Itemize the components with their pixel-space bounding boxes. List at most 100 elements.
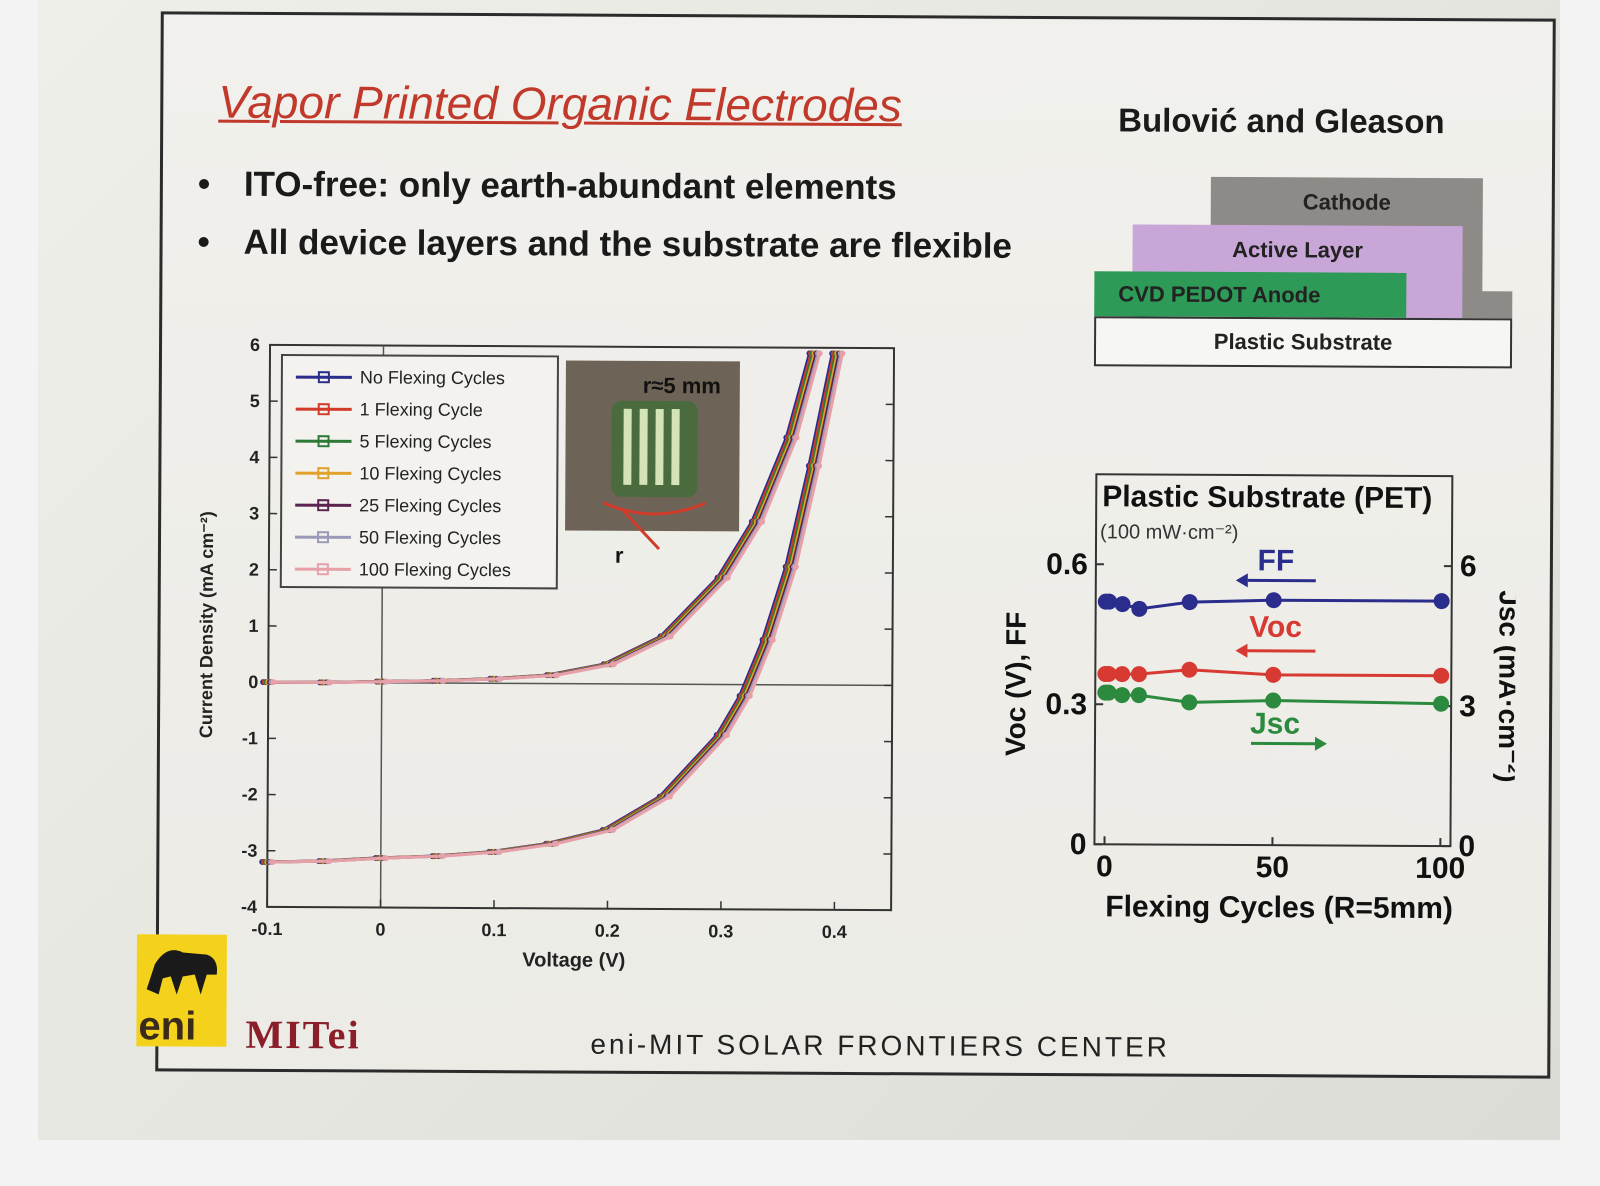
flex-series-label: FF (1258, 544, 1295, 577)
flex-series-label: Voc (1249, 611, 1302, 644)
bullet-item: • ITO-free: only earth-abundant elements (198, 165, 897, 209)
flex-point-ff (1265, 592, 1282, 609)
bullet-item: • All device layers and the substrate are… (197, 223, 1012, 267)
legend-entry-label: 100 Flexing Cycles (359, 559, 511, 580)
jv-ylabel: Current Density (mA cm⁻²) (196, 511, 217, 738)
eni-logo (136, 934, 227, 1047)
layer-label: Active Layer (1232, 236, 1364, 263)
jv-ytick-label: -3 (241, 841, 257, 861)
layer-label: Cathode (1302, 189, 1391, 215)
jv-point (746, 692, 753, 699)
jv-legend-box (279, 353, 559, 590)
jv-ytick-label: 1 (249, 616, 259, 636)
legend-marker (317, 371, 330, 384)
flex-point-ff (1433, 593, 1450, 610)
jv-point (666, 793, 673, 800)
jv-point (269, 858, 276, 865)
footer-text: eni-MIT SOLAR FRONTIERS CENTER (590, 1028, 1171, 1063)
six-legged-dog-icon (146, 950, 218, 995)
photo-background: Vapor Printed Organic Electrodes Bulović… (38, 0, 1560, 1140)
authors: Bulović and Gleason (1118, 101, 1445, 141)
jv-xtick-label: 0 (375, 919, 385, 939)
bullet-dot-icon: • (197, 164, 211, 204)
jv-curve-dark (273, 353, 822, 684)
jv-ytick-label: 4 (249, 447, 259, 467)
jv-point (554, 672, 561, 679)
flex-subtitle: (100 mW·cm⁻²) (1100, 521, 1238, 544)
bullet-dot-icon: • (197, 222, 210, 262)
jv-point (816, 462, 823, 469)
flex-point-ff (1101, 593, 1118, 610)
bullet-text: ITO-free: only earth-abundant elements (243, 164, 897, 208)
legend-entry-label: 50 Flexing Cycles (359, 527, 501, 548)
inset-radius-label: r (615, 543, 624, 568)
jv-point (553, 840, 560, 847)
flex-xtick-label: 0 (1096, 850, 1113, 883)
jv-point (724, 574, 731, 581)
jv-ytick-label: 5 (250, 391, 260, 411)
layer-anode: CVD PEDOT Anode (1094, 271, 1407, 318)
jv-ytick-label: 2 (249, 560, 259, 580)
jv-point (759, 518, 766, 525)
bullet-text: All device layers and the substrate are … (243, 222, 1013, 266)
flex-point-voc (1130, 666, 1147, 683)
arrowhead-left-icon (1235, 643, 1248, 658)
jv-point (270, 679, 277, 686)
flex-point-voc (1433, 667, 1450, 684)
legend-entry-label: 5 Flexing Cycles (359, 431, 491, 452)
flex-y2tick-label: 6 (1460, 550, 1477, 583)
legend-entry-label: 1 Flexing Cycle (360, 399, 483, 420)
jv-point (793, 434, 800, 441)
flex-y2tick-label: 3 (1459, 690, 1476, 723)
legend-marker (316, 563, 329, 576)
legend-entry-label: No Flexing Cycles (360, 367, 505, 388)
legend-entry-label: 10 Flexing Cycles (359, 463, 501, 484)
jv-point (610, 661, 617, 668)
jv-curves (259, 350, 846, 865)
flex-ytick-label: 0.3 (1045, 688, 1087, 721)
flex-ytick-label: 0 (1070, 828, 1087, 861)
flex-point-jsc (1181, 694, 1198, 711)
flex-point-ff (1181, 594, 1198, 611)
jv-ticks: -0.1 0 0.1 0.2 0.3 0.4 -4 -3 -2 -1 0 1 2 3 4 5 6 (241, 335, 895, 942)
layer-substrate: Plastic Substrate (1093, 316, 1513, 369)
jv-point (769, 636, 776, 643)
flex-point-jsc (1100, 684, 1117, 701)
slide: Vapor Printed Organic Electrodes Bulović… (136, 11, 1556, 1079)
flex-point-voc (1100, 665, 1117, 682)
jv-ytick-label: -1 (242, 728, 258, 748)
flex-ytick-label: 0.6 (1046, 548, 1088, 581)
jv-xtick-label: -0.1 (251, 919, 282, 939)
jv-ytick-label: 6 (250, 335, 260, 355)
inset-photo: r≈5 mm r (565, 360, 740, 568)
flex-point-voc (1114, 666, 1131, 683)
flex-ylabel: Voc (V), FF (1000, 612, 1032, 756)
legend-entry-label: 25 Flexing Cycles (359, 495, 501, 516)
jv-point (382, 855, 389, 862)
jv-ytick-label: -2 (242, 784, 258, 804)
flex-y2tick-label: 0 (1458, 830, 1475, 863)
jv-point (497, 675, 504, 682)
jv-ytick-label: -4 (241, 897, 257, 917)
flex-series: FF Voc Jsc (1097, 544, 1450, 751)
flex-xtick-label: 50 (1256, 851, 1290, 884)
jv-point (383, 678, 390, 685)
flex-point-jsc (1130, 687, 1147, 704)
legend-marker (317, 403, 330, 416)
mitei-logo: MITei (245, 1011, 361, 1058)
slide-title: Vapor Printed Organic Electrodes (218, 75, 902, 132)
jv-point (440, 677, 447, 684)
jv-ytick-label: 3 (249, 503, 259, 523)
jv-xtick-label: 0.1 (481, 920, 506, 940)
legend-marker (317, 467, 330, 480)
legend-marker (317, 499, 330, 512)
jv-point (667, 633, 674, 640)
jv-legend: No Flexing Cycles 1 Flexing Cycle 5 Flexin… (294, 367, 511, 580)
eni-logo-text: eni (138, 1004, 197, 1049)
flex-point-voc (1181, 661, 1198, 678)
jv-point (439, 853, 446, 860)
jv-xlabel: Voltage (V) (522, 949, 625, 972)
device-stack-diagram: Cathode Active Layer CVD PEDOT Anode Pla… (1092, 174, 1523, 376)
jv-ytick-label: 0 (248, 672, 258, 692)
